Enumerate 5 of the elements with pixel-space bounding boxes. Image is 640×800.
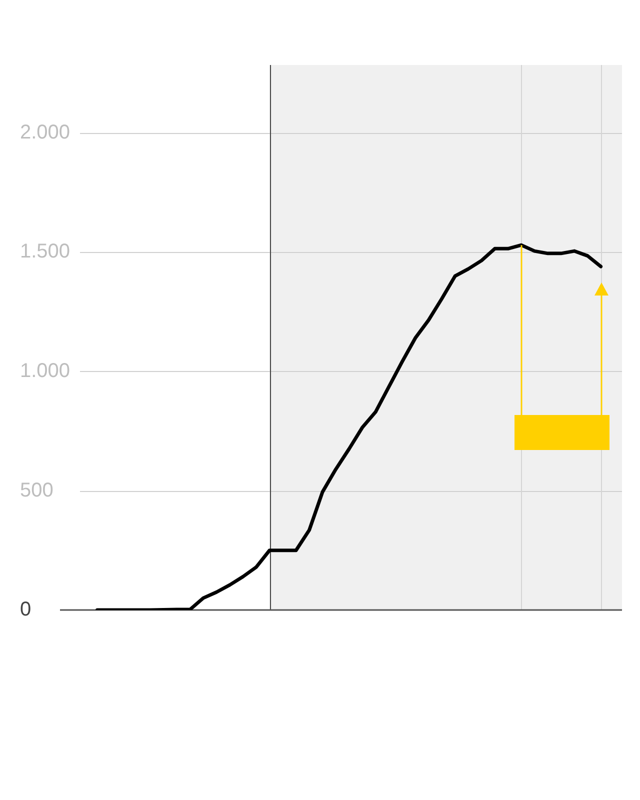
y-tick-label: 2.000 xyxy=(20,121,70,144)
y-tick-label: 1.000 xyxy=(20,360,70,382)
y-tick-label: 1.500 xyxy=(20,240,70,263)
y-tick-label: 0 xyxy=(20,598,32,621)
y-tick-label: 500 xyxy=(20,479,54,502)
